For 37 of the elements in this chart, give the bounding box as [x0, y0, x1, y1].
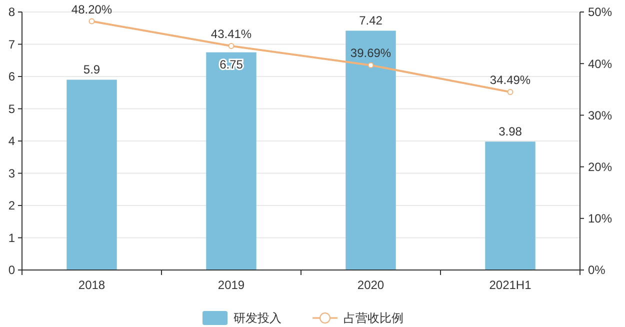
data-label: 6.75	[220, 57, 244, 72]
y-tick-label: 8	[8, 5, 16, 20]
bar	[485, 142, 536, 270]
point	[368, 62, 374, 68]
point	[88, 18, 95, 24]
x-tick-label: 2018	[78, 278, 106, 292]
bar	[66, 80, 117, 270]
x-tick-label: 2020	[357, 278, 384, 292]
data-label: 39.69%	[350, 46, 392, 60]
y2-tick-label: 30%	[588, 108, 612, 122]
y2-tick-label: 0%	[588, 263, 606, 278]
x-tick-label: 2019	[218, 278, 245, 292]
data-label: 34.49%	[490, 73, 531, 88]
y2-tick-label: 40%	[588, 56, 612, 71]
data-label: 7.42	[359, 14, 383, 28]
y-tick-label: 5	[8, 102, 16, 116]
bar	[346, 30, 396, 270]
x-tick-label: 2021H1	[489, 278, 532, 292]
y2-tick-label: 10%	[588, 212, 612, 226]
y-tick-label: 4	[8, 134, 16, 148]
y2-tick-label: 50%	[588, 5, 612, 20]
y-tick-label: 7	[8, 37, 16, 52]
y-tick-label: 3	[8, 166, 16, 180]
point	[507, 89, 514, 96]
data-label: 43.41%	[210, 27, 252, 42]
y-tick-label: 6	[8, 70, 16, 84]
point	[228, 43, 234, 50]
y2-tick-label: 20%	[588, 160, 612, 174]
legend-label: 研发投入	[234, 311, 282, 326]
y-tick-label: 1	[8, 230, 16, 245]
data-label: 48.20%	[71, 2, 112, 16]
data-label: 5.9	[83, 62, 100, 77]
legend-label: 占营收比例	[344, 311, 404, 326]
y-tick-label: 0	[8, 263, 16, 278]
data-label: 3.98	[498, 124, 522, 139]
y-tick-label: 2	[8, 198, 16, 213]
bar	[206, 52, 256, 270]
